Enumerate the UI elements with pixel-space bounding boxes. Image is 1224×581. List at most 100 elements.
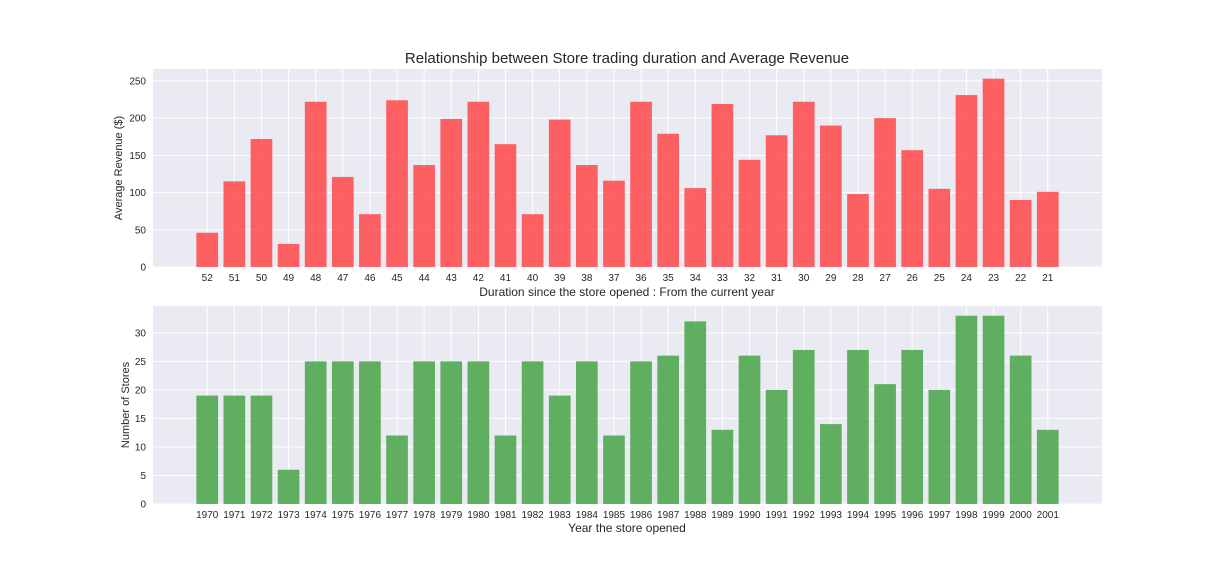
bar [820, 125, 842, 267]
bar [386, 435, 408, 504]
bar [359, 361, 381, 504]
x-tick-label: 25 [934, 273, 946, 284]
bar [521, 214, 544, 267]
bar [765, 389, 788, 504]
bar [901, 150, 924, 267]
y-tick-label: 0 [140, 500, 146, 511]
x-tick-label: 1986 [630, 510, 653, 521]
x-tick-label: 1989 [711, 510, 734, 521]
x-tick-label: 1981 [494, 510, 517, 521]
x-tick-label: 1998 [955, 510, 978, 521]
x-tick-label: 34 [690, 273, 702, 284]
x-tick-label: 1983 [549, 510, 572, 521]
x-tick-label: 51 [229, 273, 241, 284]
bar [304, 101, 327, 267]
x-tick-label: 1982 [521, 510, 544, 521]
bar [792, 101, 815, 267]
bar [982, 78, 1005, 267]
bar [1009, 200, 1032, 267]
stores-axes: 0 5 10 15 20 25 30 1970 1971 1972 1973 1974 1975 1976… [135, 306, 1102, 521]
x-tick-label: 38 [581, 273, 593, 284]
bar [630, 101, 652, 267]
x-tick-label: 1985 [603, 510, 626, 521]
bar [494, 144, 517, 267]
y-tick-label: 10 [135, 442, 147, 453]
bar [277, 469, 300, 504]
bar [738, 159, 761, 267]
x-tick-label: 41 [500, 273, 512, 284]
y-tick-label: 200 [129, 114, 146, 125]
x-tick-label: 29 [825, 273, 837, 284]
x-axis-label-top: Duration since the store opened : From t… [479, 285, 774, 299]
bar [250, 138, 273, 267]
x-tick-label: 23 [988, 273, 1000, 284]
bar [955, 315, 978, 504]
bar [711, 103, 734, 268]
bar [494, 435, 517, 504]
bar [955, 95, 978, 267]
x-tick-label: 1992 [793, 510, 816, 521]
x-tick-label: 49 [283, 273, 295, 284]
bar [1009, 355, 1032, 504]
x-tick-label: 28 [852, 273, 864, 284]
bar [657, 355, 680, 504]
x-tick-label: 40 [527, 273, 539, 284]
x-tick-label: 1997 [928, 510, 951, 521]
x-tick-label: 1990 [738, 510, 761, 521]
bar [277, 243, 300, 267]
bar [684, 321, 707, 504]
bar [847, 194, 869, 267]
bar [386, 100, 408, 268]
x-tick-label: 26 [907, 273, 919, 284]
bar [521, 361, 544, 504]
bar [874, 118, 896, 267]
x-tick-label: 24 [961, 273, 973, 284]
y-axis-label-top: Average Revenue ($) [113, 116, 125, 220]
x-tick-label: 1993 [820, 510, 843, 521]
x-tick-label: 36 [635, 273, 647, 284]
y-tick-label: 5 [140, 471, 146, 482]
x-tick-label: 2000 [1010, 510, 1033, 521]
bar [304, 361, 327, 504]
x-tick-label: 1974 [305, 510, 328, 521]
bar [1036, 429, 1059, 504]
x-tick-label: 1996 [901, 510, 924, 521]
bar [738, 355, 761, 504]
x-tick-label: 37 [608, 273, 620, 284]
y-tick-label: 250 [129, 76, 146, 87]
x-tick-label: 1999 [982, 510, 1005, 521]
bar [548, 119, 571, 267]
bar [359, 214, 381, 267]
x-tick-label: 47 [337, 273, 349, 284]
bar [575, 361, 598, 504]
x-tick-label: 1977 [386, 510, 409, 521]
y-tick-label: 50 [135, 225, 147, 236]
y-tick-label: 0 [140, 263, 146, 274]
x-tick-label: 1975 [332, 510, 355, 521]
x-axis-label-bottom: Year the store opened [568, 521, 686, 535]
bar [901, 349, 924, 504]
x-tick-label: 31 [771, 273, 783, 284]
x-tick-label: 1984 [576, 510, 599, 521]
bar [711, 429, 734, 504]
bar [223, 181, 246, 267]
x-tick-label: 1970 [196, 510, 219, 521]
bar [440, 118, 463, 267]
bar [928, 188, 951, 267]
bar [413, 165, 435, 267]
x-tick-label: 50 [256, 273, 268, 284]
x-tick-label: 39 [554, 273, 566, 284]
x-tick-label: 1971 [223, 510, 246, 521]
bar [847, 349, 869, 504]
bar [250, 395, 273, 504]
x-tick-label: 1980 [467, 510, 490, 521]
y-tick-label: 15 [135, 414, 147, 425]
x-tick-label: 44 [419, 273, 431, 284]
x-tick-label: 21 [1042, 273, 1054, 284]
bar [792, 349, 815, 504]
bar [603, 180, 625, 267]
x-tick-label: 33 [717, 273, 729, 284]
x-tick-label: 48 [310, 273, 322, 284]
x-tick-label: 1987 [657, 510, 680, 521]
y-axis-label-bottom: Number of Stores [120, 361, 132, 448]
